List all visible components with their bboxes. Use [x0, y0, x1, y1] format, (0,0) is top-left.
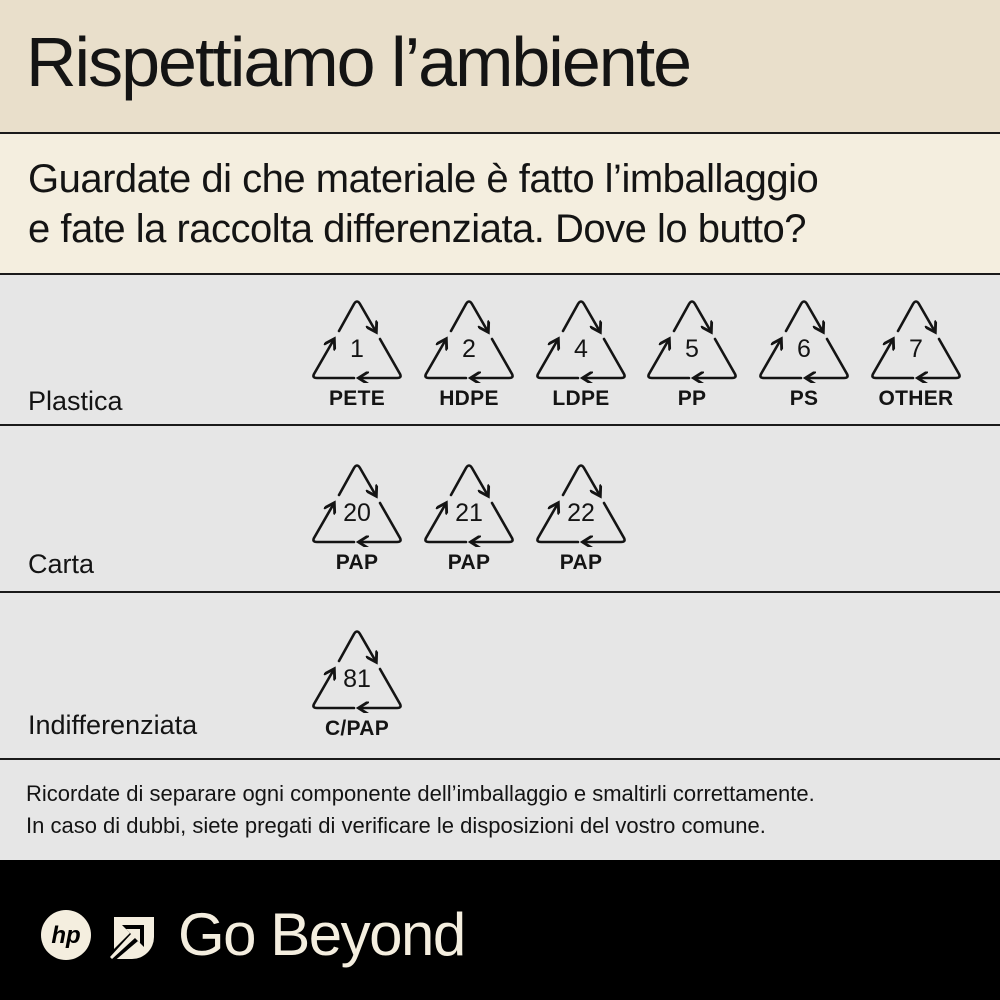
category-row-carta: Carta — [0, 426, 1000, 593]
recycling-triangle-icon: 20 — [312, 464, 402, 547]
symbol-code: HDPE — [439, 387, 499, 410]
recycling-symbol-5: 5 PP — [642, 297, 742, 411]
recycling-triangle-icon: 4 — [536, 300, 626, 383]
symbol-code: PETE — [328, 387, 386, 410]
category-label: Carta — [28, 549, 95, 579]
recycling-symbol-81: 81 C/PAP — [307, 627, 407, 741]
recycling-symbol-2: 2 HDPE — [419, 297, 519, 411]
recycling-symbol-21: 21 PAP — [419, 461, 519, 575]
recycling-triangle-icon: 21 — [424, 464, 514, 547]
subtitle: Guardate di che materiale è fatto l’imba… — [28, 154, 819, 254]
symbol-code: PAP — [335, 551, 379, 574]
symbol-code: OTHER — [878, 387, 954, 410]
recycling-symbol-20: 20 PAP — [307, 461, 407, 575]
symbol-number: 4 — [574, 335, 588, 363]
subtitle-line-2: e fate la raccolta differenziata. Dove l… — [28, 207, 806, 251]
recycling-symbol-7: 7 OTHER — [866, 297, 966, 411]
page-title: Rispettiamo l’ambiente — [26, 23, 692, 101]
category-row-indifferenziata: Indifferenziata — [0, 593, 1000, 760]
recycling-triangle-icon: 7 — [871, 300, 961, 383]
hp-logo-icon: hp — [41, 909, 91, 960]
tagline: Go Beyond — [178, 901, 466, 968]
symbol-number: 6 — [797, 335, 811, 363]
symbol-code: PAP — [447, 551, 491, 574]
note-band: Ricordate di separare ogni componente de… — [0, 760, 1000, 860]
symbol-code: PAP — [559, 551, 603, 574]
subtitle-band: Guardate di che materiale è fatto l’imba… — [0, 134, 1000, 275]
symbol-number: 1 — [350, 335, 364, 363]
brand: hp Go Beyond — [40, 900, 466, 969]
recycling-triangle-icon: 1 — [312, 300, 402, 383]
symbol-number: 22 — [567, 499, 595, 527]
symbol-code: C/PAP — [324, 717, 390, 740]
note-line-1: Ricordate di separare ogni componente de… — [26, 781, 815, 806]
hp-logo-text: hp — [51, 922, 80, 949]
category-label: Indifferenziata — [28, 710, 198, 740]
subtitle-line-1: Guardate di che materiale è fatto l’imba… — [28, 157, 819, 201]
symbol-number: 21 — [455, 499, 483, 527]
symbol-number: 7 — [909, 335, 923, 363]
symbol-number: 5 — [685, 335, 699, 363]
recycling-symbol-6: 6 PS — [754, 297, 854, 411]
symbol-number: 20 — [343, 499, 371, 527]
symbol-code: PS — [789, 387, 819, 410]
recycling-symbol-1: 1 PETE — [307, 297, 407, 411]
symbol-code: LDPE — [552, 387, 610, 410]
recycling-triangle-icon: 22 — [536, 464, 626, 547]
symbol-number: 2 — [462, 335, 476, 363]
recycling-triangle-icon: 2 — [424, 300, 514, 383]
symbol-number: 81 — [343, 665, 371, 693]
arrow-leaf-icon — [106, 916, 154, 963]
recycling-triangle-icon: 81 — [312, 630, 402, 713]
category-label: Plastica — [28, 386, 123, 416]
note: Ricordate di separare ogni componente de… — [26, 778, 815, 842]
symbol-code: PP — [677, 387, 707, 410]
recycling-symbol-22: 22 PAP — [531, 461, 631, 575]
footer: hp Go Beyond — [0, 860, 1000, 1000]
recycling-symbol-4: 4 LDPE — [531, 297, 631, 411]
recycling-triangle-icon: 6 — [759, 300, 849, 383]
recycling-triangle-icon: 5 — [647, 300, 737, 383]
title-band: Rispettiamo l’ambiente — [0, 0, 1000, 134]
note-line-2: In caso di dubbi, siete pregati di verif… — [26, 813, 766, 838]
